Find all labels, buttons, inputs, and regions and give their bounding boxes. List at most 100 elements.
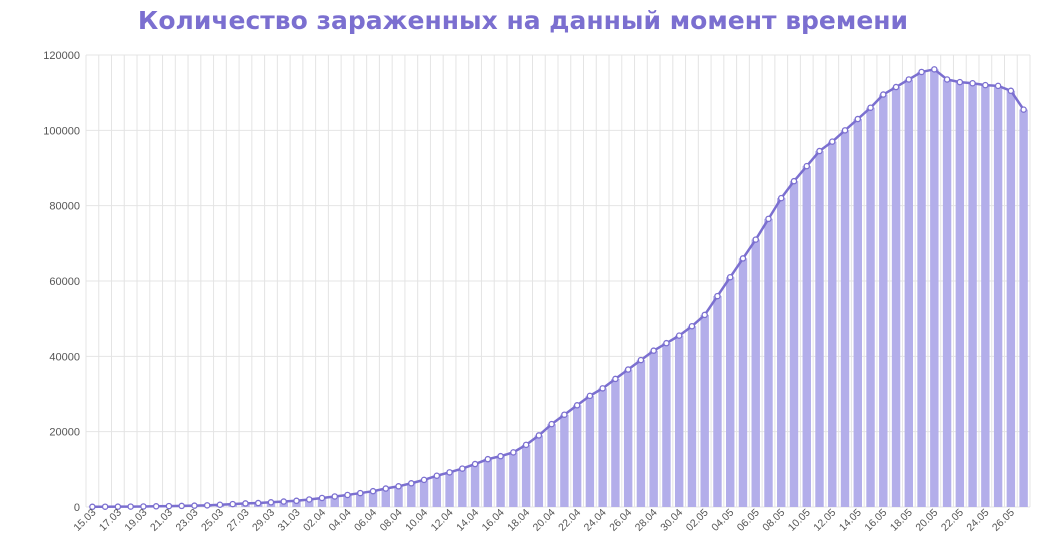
bar — [445, 472, 454, 507]
data-point — [701, 311, 708, 319]
bar — [611, 378, 620, 507]
x-tick-label: 08.04 — [378, 507, 405, 534]
x-tick-label: 28.04 — [633, 507, 660, 534]
bar-layer — [88, 69, 1028, 508]
data-point — [216, 501, 224, 508]
data-point — [89, 503, 96, 511]
data-point — [790, 177, 798, 185]
data-point — [956, 78, 964, 86]
data-point — [459, 465, 466, 472]
data-point — [905, 76, 913, 83]
data-point — [726, 273, 734, 281]
x-tick-label: 17.03 — [97, 507, 124, 534]
data-point — [178, 502, 185, 510]
x-tick-label: 16.04 — [480, 507, 507, 534]
x-tick-label: 29.03 — [250, 507, 277, 534]
data-point — [535, 432, 543, 439]
data-point — [829, 138, 836, 145]
data-point — [714, 292, 721, 300]
bar — [521, 444, 531, 507]
bar — [1006, 90, 1016, 508]
data-point — [382, 485, 390, 492]
bar — [968, 83, 977, 507]
data-point — [548, 420, 555, 428]
bar — [356, 493, 365, 507]
data-point — [880, 91, 887, 98]
data-point — [994, 82, 1002, 90]
bar — [317, 497, 327, 507]
bar — [738, 258, 748, 507]
bar — [649, 350, 658, 507]
data-point — [650, 347, 657, 354]
bar — [585, 395, 595, 507]
bar — [879, 94, 888, 508]
x-tick-label: 10.04 — [403, 507, 430, 534]
x-tick-label: 18.04 — [505, 507, 532, 534]
bar — [853, 119, 862, 508]
data-point — [510, 449, 517, 456]
data-point — [446, 469, 453, 476]
data-point — [675, 332, 683, 339]
bar — [432, 475, 442, 507]
data-point — [433, 472, 441, 479]
bar — [674, 335, 684, 507]
x-tick-label: 10.05 — [786, 507, 813, 534]
x-tick-label: 20.04 — [531, 507, 558, 534]
x-tick-label: 14.05 — [837, 507, 864, 534]
bar — [305, 499, 314, 507]
bar — [891, 87, 901, 508]
data-point — [101, 503, 109, 510]
x-tick-label: 06.05 — [735, 507, 762, 534]
x-tick-label: 02.05 — [684, 507, 711, 534]
data-point — [624, 366, 632, 373]
x-tick-label: 22.04 — [556, 507, 583, 534]
bar — [458, 468, 467, 507]
data-point — [637, 356, 645, 364]
data-point — [982, 81, 989, 89]
data-point — [369, 487, 377, 495]
data-point — [203, 502, 211, 509]
data-point — [969, 80, 976, 87]
data-point — [140, 503, 147, 510]
data-point — [305, 496, 313, 503]
x-axis-labels: 15.0317.0319.0321.0323.0325.0327.0329.03… — [71, 507, 1017, 534]
bar — [789, 181, 799, 507]
data-point — [293, 497, 300, 505]
bar — [904, 79, 914, 507]
x-tick-label: 04.04 — [327, 507, 354, 534]
data-point — [522, 441, 530, 449]
data-point — [841, 127, 849, 134]
data-point — [267, 499, 275, 506]
x-tick-label: 16.05 — [862, 507, 889, 534]
x-tick-label: 20.05 — [913, 507, 940, 534]
data-point — [357, 489, 364, 497]
x-tick-label: 23.03 — [173, 507, 200, 534]
y-tick-label: 80000 — [49, 201, 80, 213]
data-point — [1007, 87, 1015, 95]
data-point — [471, 460, 479, 468]
data-point — [599, 385, 606, 392]
bar — [572, 405, 582, 507]
data-point — [127, 503, 134, 510]
x-tick-label: 31.03 — [276, 507, 303, 534]
data-point — [918, 68, 925, 76]
x-tick-label: 12.04 — [429, 507, 456, 534]
data-point — [561, 411, 568, 418]
bar — [343, 494, 352, 507]
x-tick-label: 02.04 — [301, 507, 328, 534]
bar — [662, 343, 671, 507]
bar — [726, 277, 735, 507]
bar — [777, 198, 786, 507]
data-point — [114, 503, 122, 510]
data-point — [777, 194, 785, 202]
x-tick-label: 26.04 — [607, 507, 634, 534]
x-tick-label: 08.05 — [760, 507, 787, 534]
data-point — [395, 483, 402, 490]
bar — [483, 459, 493, 507]
x-tick-label: 06.04 — [352, 507, 379, 534]
bar — [547, 424, 556, 507]
bar — [713, 296, 722, 507]
bar — [330, 496, 339, 507]
